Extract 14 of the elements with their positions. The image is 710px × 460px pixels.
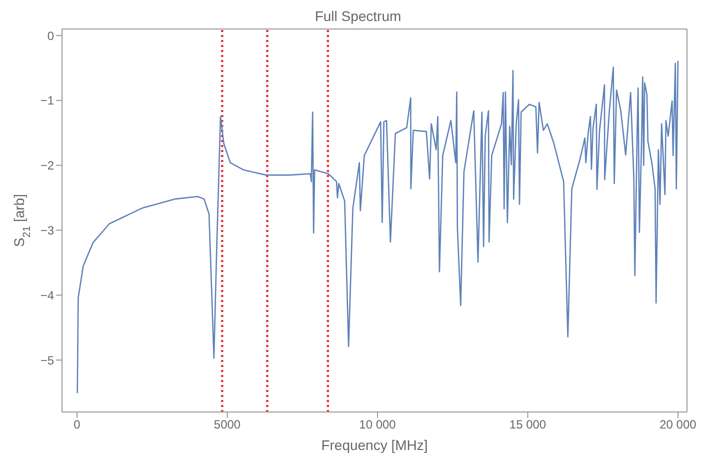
y-tick-label: −2 (40, 158, 54, 173)
x-tick-label: 0 (74, 418, 81, 432)
x-tick-label: 15 000 (509, 418, 546, 432)
y-tick-label: −1 (40, 94, 54, 108)
x-tick-label: 10 000 (359, 418, 396, 432)
y-tick-label: −5 (40, 353, 54, 368)
y-tick-label: −3 (40, 223, 54, 238)
x-axis-title: Frequency [MHz] (321, 437, 428, 453)
y-tick-label: 0 (47, 28, 54, 43)
line-series (76, 60, 679, 394)
chart-title: Full Spectrum (314, 8, 402, 24)
y-tick-label: −4 (40, 288, 54, 302)
x-tick-label: 20 000 (660, 418, 697, 432)
x-tick-label: 5000 (214, 418, 241, 432)
